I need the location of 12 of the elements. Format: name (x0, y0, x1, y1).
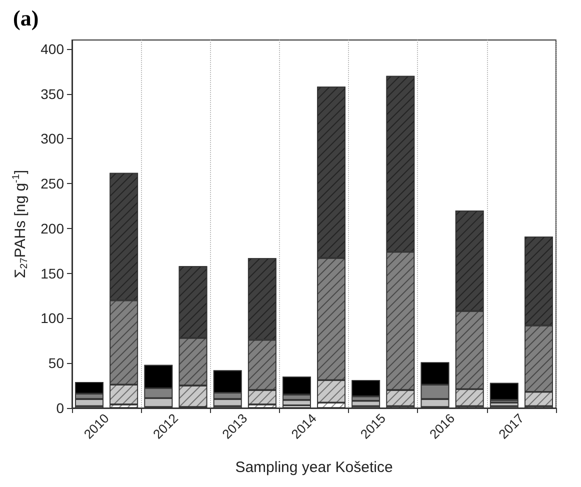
y-axis-title: Σ27PAHs [ng g-1] (11, 170, 30, 278)
chart-title: (a) (13, 6, 39, 30)
x-axis-title: Sampling year Košetice (235, 459, 393, 476)
y-tick-label: 200 (40, 220, 64, 236)
y-tick-label: 350 (40, 86, 64, 102)
y-tick-label: 150 (40, 265, 64, 282)
y-tick-label: 0 (56, 400, 64, 416)
y-tick-label: 50 (48, 355, 64, 372)
y-tick-label: 300 (40, 130, 64, 147)
y-tick-label: 250 (40, 176, 64, 192)
y-tick-label: 400 (40, 40, 64, 57)
y-tick-label: 100 (40, 310, 64, 326)
